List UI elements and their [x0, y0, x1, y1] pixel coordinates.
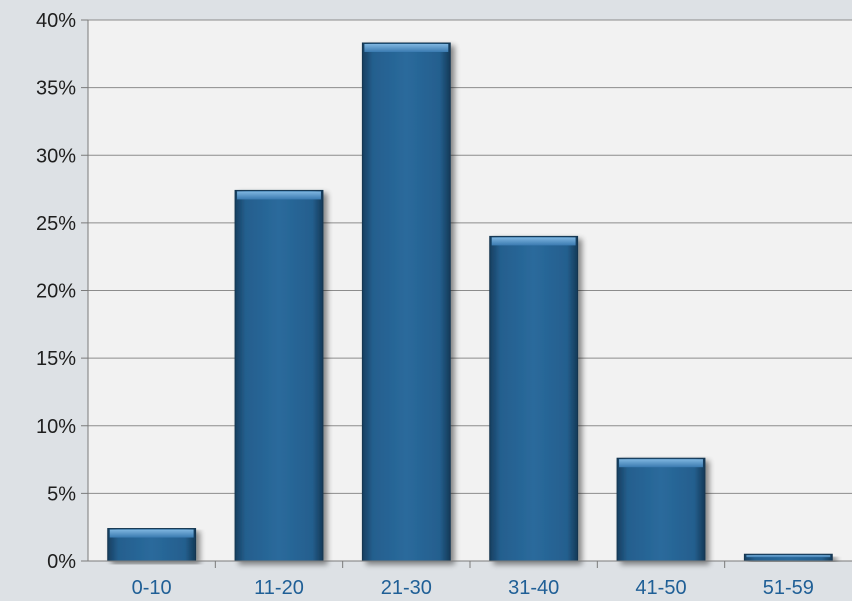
x-axis-ticks: 0-10 11-20 21-30 31-40 41-50 51-59 [132, 577, 814, 599]
bar-0-10 [107, 528, 197, 562]
gridlines [81, 19, 852, 568]
y-tick-label: 40% [36, 10, 76, 32]
y-tick-label: 10% [36, 416, 76, 438]
bar-highlight [109, 529, 194, 538]
x-tick-label: 51-59 [763, 577, 814, 599]
x-tick-label: 41-50 [635, 577, 686, 599]
bar [234, 189, 324, 562]
bar-31-40 [489, 235, 579, 562]
bar-highlight [619, 459, 703, 468]
bar-highlight [746, 555, 831, 558]
bar-11-20 [234, 189, 324, 562]
y-tick-label: 15% [36, 348, 76, 370]
y-axis-ticks: 0% 5% 10% 15% 20% 25% 30% 35% 40% [36, 10, 76, 573]
y-tick-label: 20% [36, 281, 76, 303]
bar-41-50 [616, 457, 706, 562]
bars [107, 42, 833, 562]
y-tick-label: 5% [47, 483, 76, 505]
bar-51-59 [743, 553, 833, 562]
y-tick-label: 30% [36, 145, 76, 167]
y-tick-label: 0% [47, 551, 76, 573]
bar-highlight [491, 237, 576, 246]
bar-highlight [237, 191, 321, 200]
bar [616, 457, 706, 562]
bar-highlight [364, 43, 449, 52]
y-tick-label: 35% [36, 78, 76, 100]
x-tick-label: 0-10 [132, 577, 172, 599]
bar-21-30 [361, 42, 451, 562]
axes [87, 20, 852, 562]
bar [489, 235, 579, 562]
bar [361, 42, 451, 562]
x-tick-label: 31-40 [508, 577, 559, 599]
x-tick-label: 21-30 [381, 577, 432, 599]
x-tick-label: 11-20 [254, 577, 304, 599]
y-tick-label: 25% [36, 213, 76, 235]
